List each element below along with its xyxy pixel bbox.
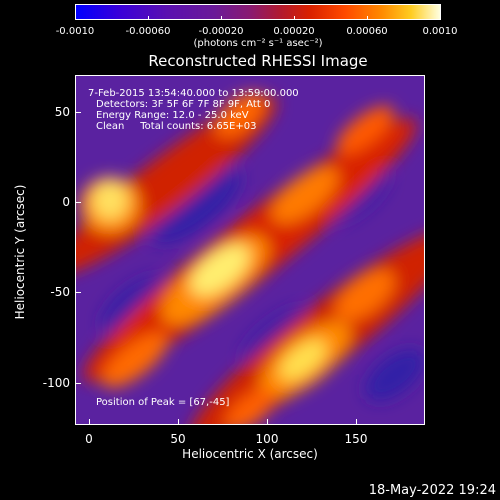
energy-range-text: Energy Range: 12.0 - 25.0 keV (96, 110, 249, 121)
colorbar-tick (294, 16, 295, 20)
colorbar-tick (148, 16, 149, 20)
x-axis-title: Heliocentric X (arcsec) (182, 447, 318, 461)
y-axis-title: Heliocentric Y (arcsec) (13, 184, 27, 320)
x-tick-label: 150 (344, 432, 368, 446)
colorbar-tick (75, 16, 76, 20)
colorbar (75, 4, 441, 20)
y-tick-label: -100 (42, 376, 70, 390)
x-tick (267, 419, 268, 425)
image-title: Reconstructed RHESSI Image (148, 52, 368, 70)
rhessi-image-svg (75, 75, 425, 425)
clean-counts-text: Clean Total counts: 6.65E+03 (96, 121, 257, 132)
colorbar-label: -0.0010 (55, 26, 95, 37)
x-tick-label: 0 (85, 432, 93, 446)
colorbar-units: (photons cm⁻² s⁻¹ asec⁻²) (193, 38, 323, 49)
y-tick-label: 0 (62, 195, 70, 209)
x-tick-label: 100 (255, 432, 279, 446)
colorbar-tick (367, 16, 368, 20)
colorbar-label: 0.0010 (422, 26, 458, 37)
rhessi-image (75, 75, 425, 425)
y-tick (75, 292, 81, 293)
x-tick (178, 419, 179, 425)
peak-position-text: Position of Peak = [67,-45] (96, 397, 230, 408)
colorbar-label: -0.00020 (198, 26, 244, 37)
x-tick-label: 50 (170, 432, 186, 446)
y-tick (75, 383, 81, 384)
y-tick (75, 112, 81, 113)
colorbar-tick (440, 16, 441, 20)
colorbar-tick (221, 16, 222, 20)
datestamp: 18-May-2022 19:24 (368, 483, 496, 498)
colorbar-label: 0.00060 (346, 26, 388, 37)
colorbar-label: -0.00060 (125, 26, 171, 37)
x-tick (89, 419, 90, 425)
detectors-text: Detectors: 3F 5F 6F 7F 8F 9F, Att 0 (96, 99, 271, 110)
y-tick (75, 202, 81, 203)
colorbar-label: 0.00020 (273, 26, 315, 37)
time-range-text: 7-Feb-2015 13:54:40.000 to 13:59:00.000 (88, 88, 299, 99)
x-tick (356, 419, 357, 425)
y-tick-label: 50 (54, 105, 70, 119)
y-tick-label: -50 (50, 285, 70, 299)
